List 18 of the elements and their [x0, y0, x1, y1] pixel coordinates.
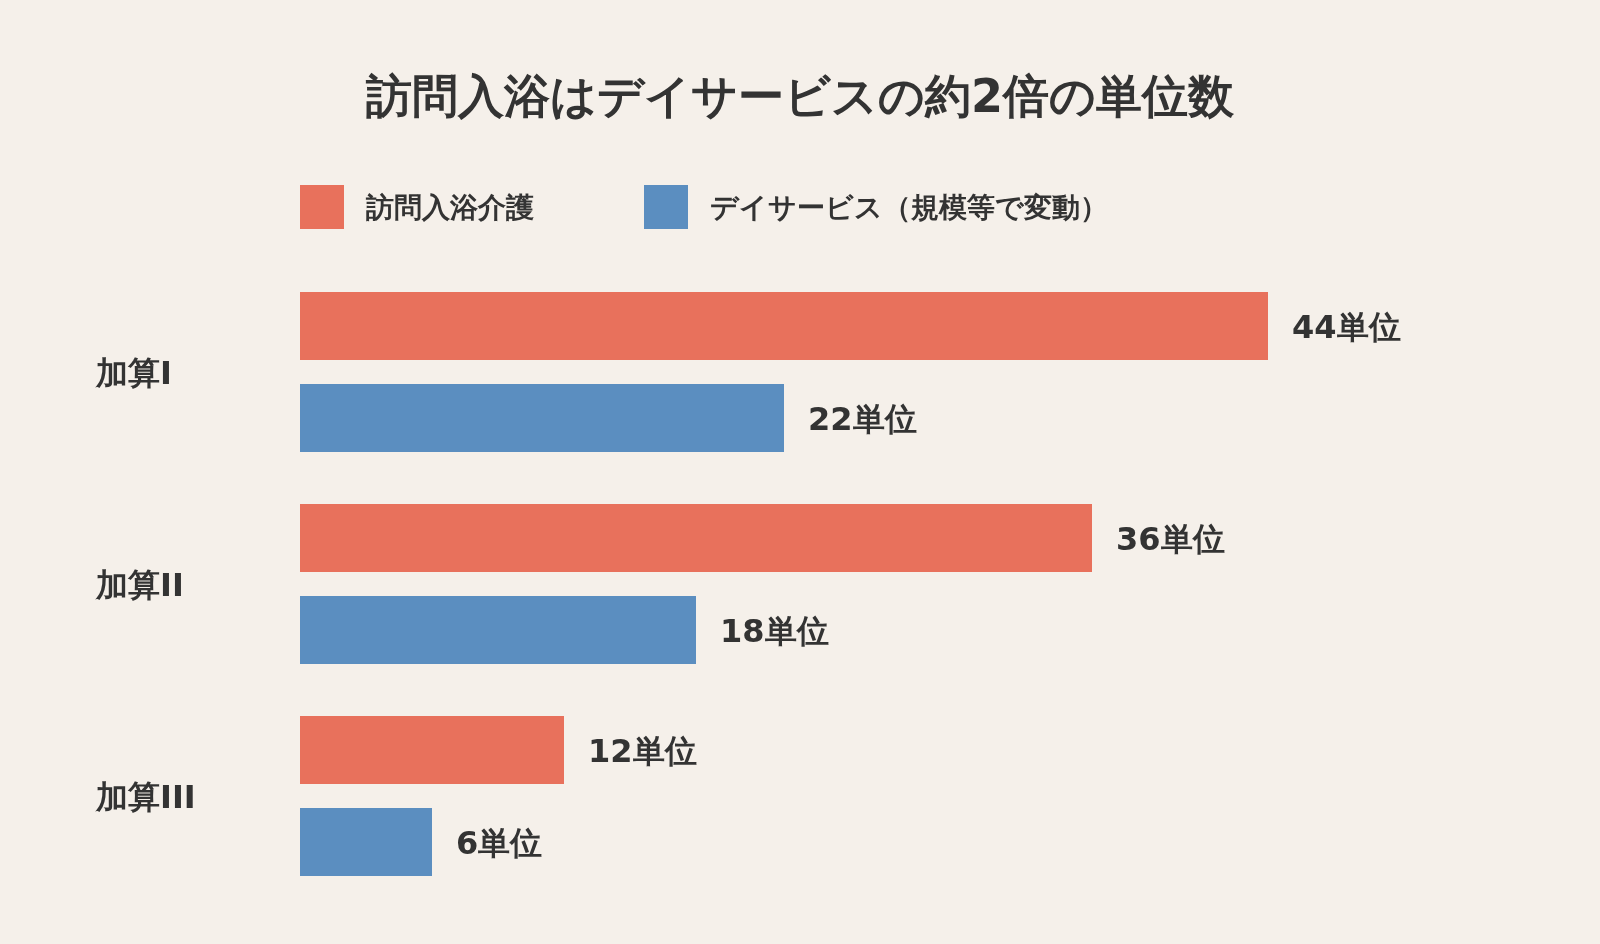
legend-label: 訪問入浴介護	[365, 191, 534, 224]
bar	[300, 596, 696, 664]
data-label: 22単位	[808, 400, 917, 438]
data-label: 44単位	[1292, 308, 1401, 346]
bar	[300, 716, 564, 784]
y-tick-label: 加算III	[95, 778, 196, 816]
chart-title: 訪問入浴はデイサービスの約2倍の単位数	[364, 69, 1235, 123]
data-label: 18単位	[720, 612, 829, 650]
data-label: 36単位	[1116, 520, 1225, 558]
bar	[300, 292, 1268, 360]
bar	[300, 808, 432, 876]
data-label: 6単位	[456, 824, 543, 862]
y-tick-label: 加算I	[95, 354, 172, 392]
legend-label: デイサービス（規模等で変動）	[710, 191, 1108, 224]
bar	[300, 504, 1092, 572]
y-tick-label: 加算II	[95, 566, 184, 604]
bar	[300, 384, 784, 452]
data-label: 12単位	[588, 732, 697, 770]
